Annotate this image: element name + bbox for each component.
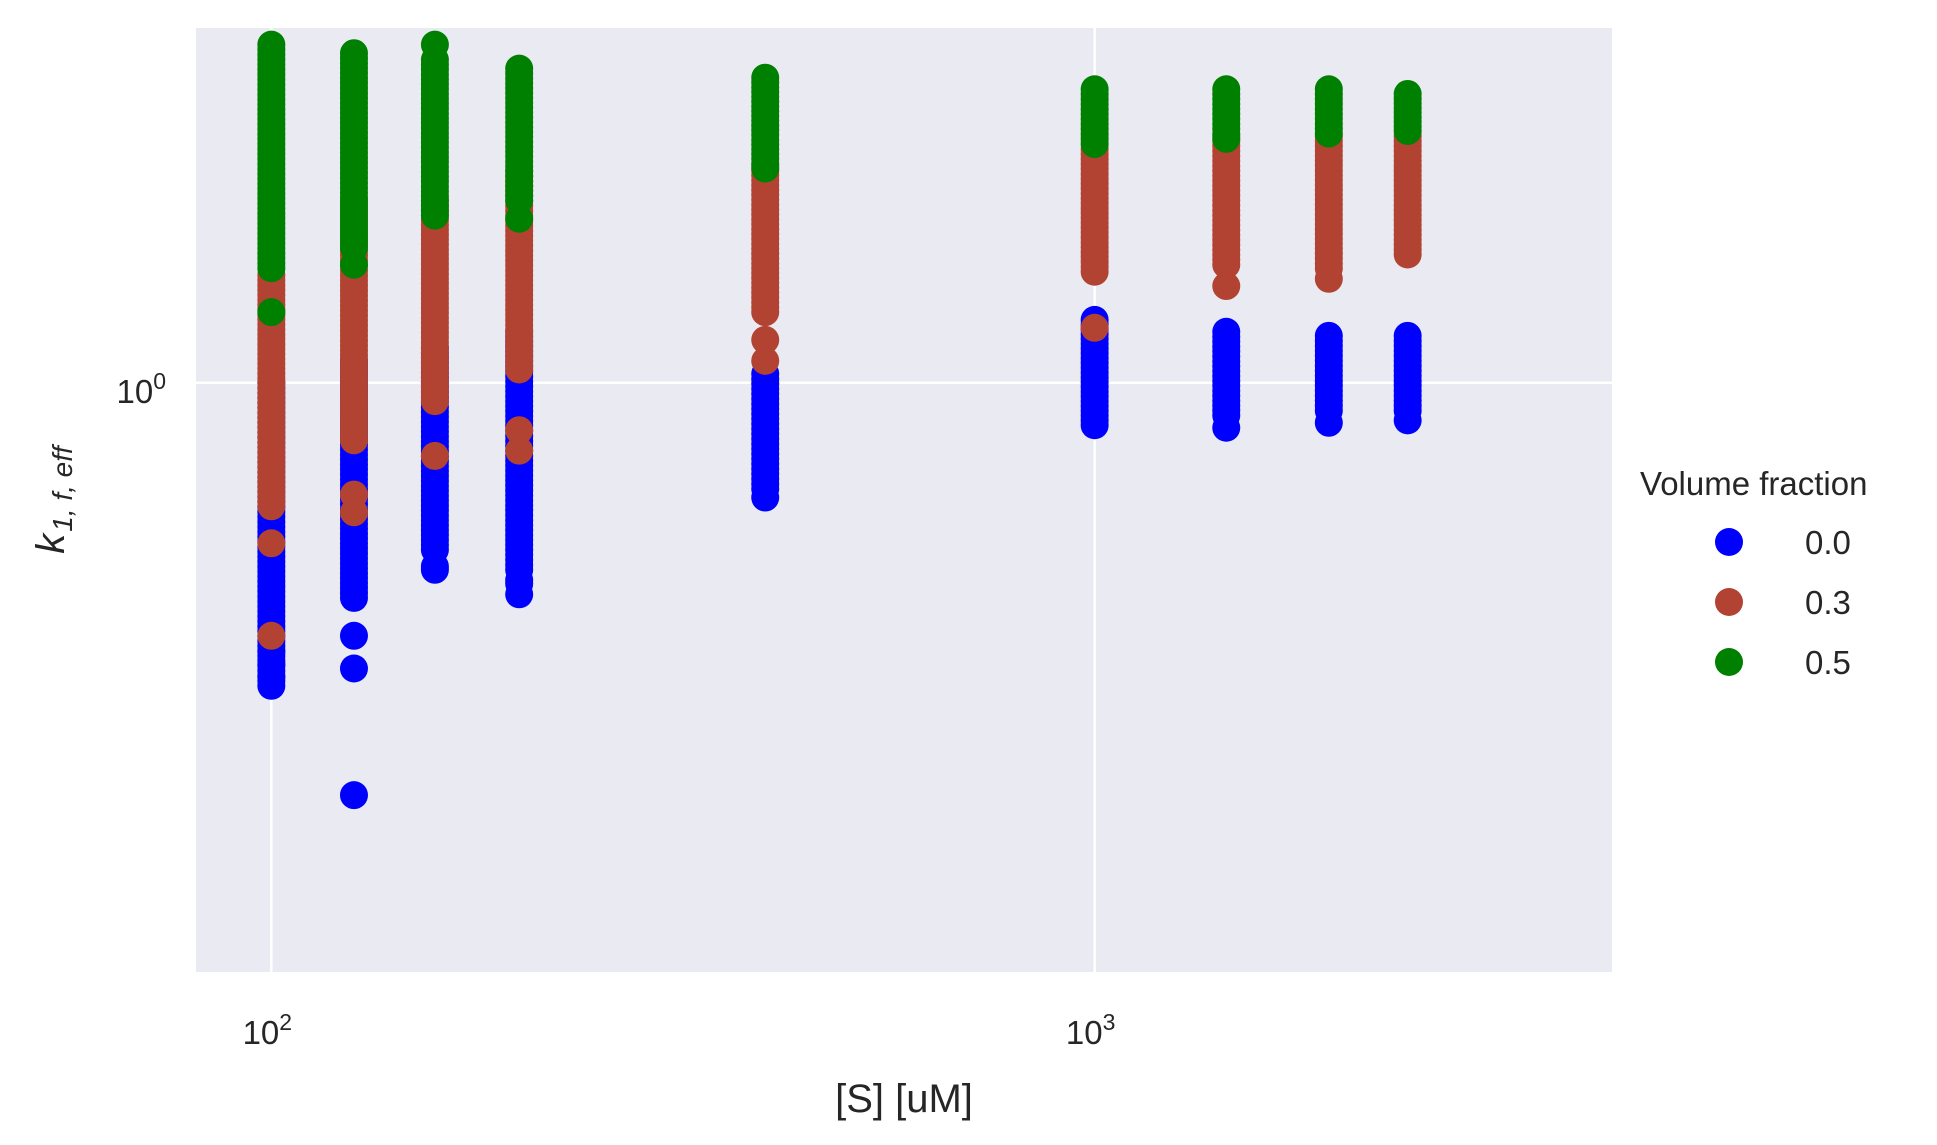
data-point-outlier	[339, 621, 368, 650]
data-point-outlier	[339, 250, 368, 279]
data-point	[420, 201, 449, 230]
data-point-outlier	[1314, 408, 1343, 437]
y-tick-labels: 100	[116, 368, 166, 410]
y-axis-label: k1, f, eff	[29, 443, 78, 554]
data-point-outlier	[1393, 406, 1422, 435]
data-point-outlier	[1212, 413, 1241, 442]
data-point-outlier	[505, 416, 534, 445]
legend-marker	[1715, 588, 1743, 616]
data-point	[1314, 119, 1343, 148]
data-point-outlier	[420, 30, 449, 59]
data-point	[1080, 411, 1109, 440]
legend-marker	[1715, 528, 1743, 556]
data-point-outlier	[257, 621, 286, 650]
data-point-outlier	[505, 436, 534, 465]
x-tick-label: 102	[243, 1009, 293, 1051]
data-point-outlier	[1314, 264, 1343, 293]
data-point	[751, 298, 780, 327]
data-point	[339, 583, 368, 612]
data-points	[257, 30, 1422, 810]
data-point-outlier	[751, 346, 780, 375]
legend-label: 0.3	[1805, 584, 1851, 621]
legend-entries: 0.0 0.3 0.5	[1715, 524, 1851, 681]
data-point	[1212, 250, 1241, 279]
data-point	[505, 355, 534, 384]
y-axis-label-base: k	[29, 532, 73, 554]
data-point	[420, 387, 449, 416]
data-point-outlier	[339, 654, 368, 683]
data-point	[1080, 257, 1109, 286]
y-axis-label-subscript: 1, f, eff	[47, 443, 78, 532]
data-point	[1393, 116, 1422, 145]
data-point	[751, 154, 780, 183]
data-point-outlier	[257, 650, 286, 679]
data-point	[257, 492, 286, 521]
legend-marker	[1715, 648, 1743, 676]
legend-title: Volume fraction	[1640, 465, 1867, 502]
data-point	[257, 254, 286, 283]
legend-label: 0.0	[1805, 524, 1851, 561]
data-point	[339, 426, 368, 455]
data-point-outlier	[751, 483, 780, 512]
data-point-outlier	[257, 298, 286, 327]
data-point-outlier	[420, 441, 449, 470]
series-0.5	[257, 30, 1422, 327]
data-point	[1393, 240, 1422, 269]
data-point-outlier	[1080, 313, 1109, 342]
data-point	[1212, 124, 1241, 153]
x-tick-label: 103	[1066, 1009, 1116, 1051]
legend-label: 0.5	[1805, 644, 1851, 681]
data-point-outlier	[339, 498, 368, 527]
data-point-outlier	[420, 552, 449, 581]
data-point-outlier	[1212, 272, 1241, 301]
x-axis-label: [S] [uM]	[835, 1077, 973, 1121]
data-point-outlier	[505, 580, 534, 609]
legend: Volume fraction 0.0 0.3 0.5	[1640, 465, 1867, 681]
y-tick-label: 100	[116, 368, 166, 410]
data-point-outlier	[339, 781, 368, 810]
data-point	[1080, 130, 1109, 159]
data-point-outlier	[751, 325, 780, 354]
x-tick-labels: 102 103	[243, 1009, 1116, 1051]
data-point-outlier	[257, 529, 286, 558]
data-point-outlier	[505, 204, 534, 233]
